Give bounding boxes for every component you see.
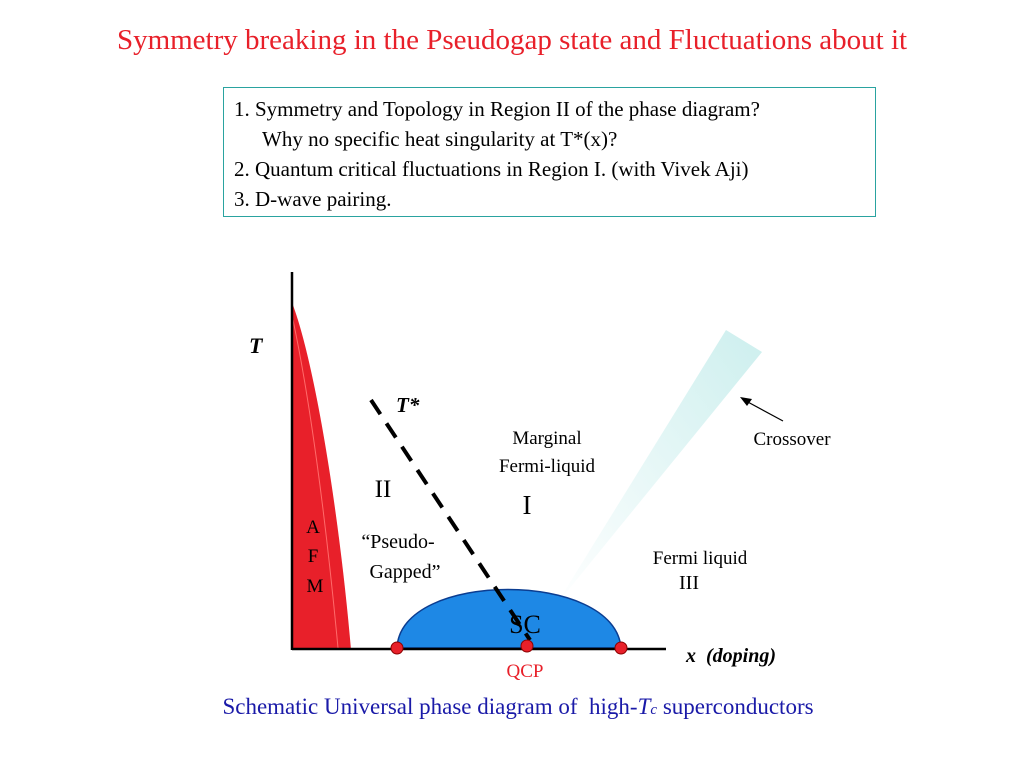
point-left bbox=[390, 641, 404, 655]
tstar-line bbox=[369, 398, 532, 642]
caption: Schematic Universal phase diagram of hig… bbox=[222, 694, 813, 719]
x-axis-label: x (doping) bbox=[685, 645, 776, 667]
question-2: 2. Quantum critical fluctuations in Regi… bbox=[234, 157, 749, 181]
questions-box: 1. Symmetry and Topology in Region II of… bbox=[223, 87, 876, 217]
afm-label-f: F bbox=[308, 546, 319, 567]
question-1-sub: Why no specific heat singularity at T*(x… bbox=[262, 127, 618, 151]
point-qcp bbox=[520, 639, 534, 653]
slide-title: Symmetry breaking in the Pseudogap state… bbox=[116, 24, 908, 56]
afm-inner-line bbox=[292, 319, 339, 649]
sc-label: SC bbox=[509, 610, 541, 639]
sc-dome bbox=[396, 588, 622, 649]
afm-label-m: M bbox=[307, 576, 324, 597]
y-axis-label: T bbox=[249, 333, 264, 358]
caption-t: T bbox=[638, 694, 653, 719]
region-two-label: II bbox=[375, 476, 392, 503]
crossover-wedge bbox=[556, 330, 762, 605]
marginal-label-2: Fermi-liquid bbox=[499, 456, 596, 477]
pseudo-label-2: Gapped” bbox=[369, 561, 440, 583]
fermi-liquid-label: Fermi liquid bbox=[653, 548, 748, 569]
region-three-label: III bbox=[679, 572, 699, 594]
question-1: 1. Symmetry and Topology in Region II of… bbox=[234, 97, 760, 121]
point-right bbox=[614, 641, 628, 655]
tstar-label: T* bbox=[396, 393, 420, 417]
caption-suffix: superconductors bbox=[657, 694, 814, 719]
crossover-arrowhead bbox=[740, 397, 752, 406]
marginal-label-1: Marginal bbox=[512, 428, 581, 449]
pseudo-label-1: “Pseudo- bbox=[361, 531, 434, 553]
afm-label-a: A bbox=[306, 517, 320, 538]
caption-c: c bbox=[650, 702, 657, 718]
crossover-arrow bbox=[745, 400, 784, 422]
crossover-label: Crossover bbox=[753, 429, 831, 450]
caption-prefix: Schematic Universal phase diagram of hig… bbox=[222, 694, 637, 719]
region-one-label: I bbox=[523, 490, 532, 520]
qcp-label: QCP bbox=[507, 661, 544, 682]
question-3: 3. D-wave pairing. bbox=[234, 187, 392, 211]
